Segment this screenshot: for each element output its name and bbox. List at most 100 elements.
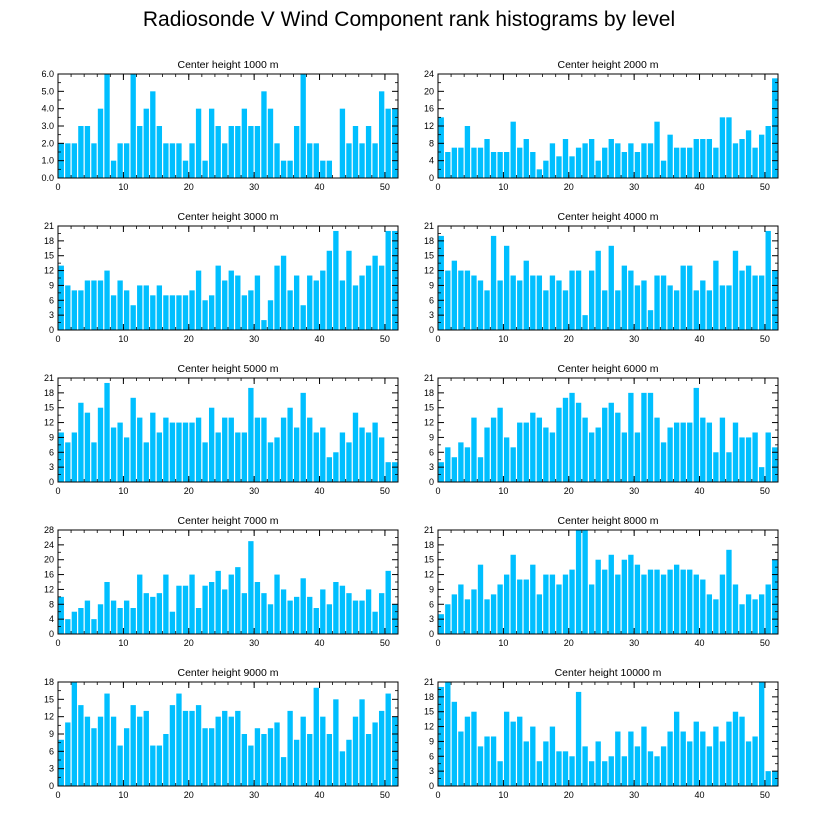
histogram-bar [130, 74, 136, 178]
y-tick-label: 12 [44, 584, 54, 594]
histogram-bar [274, 437, 280, 482]
histogram-bar [680, 569, 686, 634]
histogram-bar [543, 290, 549, 330]
histogram-bar [530, 726, 536, 786]
histogram-bar [549, 574, 556, 634]
histogram-bar [477, 564, 484, 634]
histogram-bar [549, 432, 556, 482]
histogram-bar [772, 559, 778, 634]
y-tick-label: 9 [49, 432, 54, 442]
histogram-bar [490, 417, 497, 482]
histogram-bar [752, 599, 758, 634]
histogram-bar [169, 611, 176, 634]
y-tick-label: 3 [49, 462, 54, 472]
histogram-bar [156, 432, 163, 482]
y-tick-label: 12 [44, 712, 54, 722]
histogram-bar [608, 245, 614, 330]
histogram-bar [307, 734, 313, 786]
histogram-bar [549, 275, 556, 330]
histogram-bar [445, 447, 451, 482]
x-tick-label: 40 [695, 334, 705, 344]
histogram-bar [732, 143, 739, 178]
histogram-bar [202, 728, 208, 786]
histogram-bar [700, 139, 706, 178]
histogram-bar [267, 604, 274, 634]
histogram-bar [615, 143, 621, 178]
histogram-bar [117, 745, 123, 786]
histogram-bar [517, 716, 523, 786]
histogram-bar [254, 126, 261, 178]
histogram-bar [117, 143, 123, 178]
histogram-bar [641, 574, 647, 634]
histogram-bar [562, 574, 569, 634]
histogram-bar [530, 152, 536, 178]
histogram-bar [169, 143, 176, 178]
histogram-bar [156, 285, 163, 330]
histogram-bar [687, 569, 693, 634]
histogram-bar [758, 594, 765, 634]
histogram-bar [510, 121, 516, 178]
y-tick-label: 9 [429, 584, 434, 594]
x-tick-label: 10 [118, 486, 128, 496]
histogram-bar [647, 310, 654, 330]
histogram-bar [189, 710, 195, 786]
histogram-bar [556, 407, 562, 482]
x-tick-label: 10 [498, 790, 508, 800]
histogram-bar [248, 541, 254, 634]
histogram-panel: Center height 9000 m 0 10 20 30 40 50 0 3 6 9 12 15 1… [44, 667, 399, 800]
histogram-bar [477, 280, 484, 330]
x-tick-label: 20 [564, 486, 574, 496]
histogram-bar [765, 771, 771, 786]
histogram-bar [451, 147, 458, 178]
histogram-bar [228, 270, 234, 330]
x-tick-label: 30 [249, 638, 259, 648]
histogram-bar [536, 417, 543, 482]
histogram-bar [569, 756, 575, 786]
histogram-bar [261, 91, 267, 178]
histogram-bar [745, 265, 752, 330]
histogram-bar [732, 250, 739, 330]
x-tick-label: 50 [760, 486, 770, 496]
histogram-bar [758, 682, 765, 786]
histogram-bar [293, 596, 300, 634]
histogram-bar [182, 295, 189, 330]
x-tick-label: 10 [498, 182, 508, 192]
histogram-bar [673, 422, 680, 482]
histogram-bar [523, 260, 529, 330]
histogram-bar [293, 126, 300, 178]
histogram-bar [287, 407, 293, 482]
histogram-bar [556, 751, 562, 786]
histogram-panel: Center height 7000 m 0 10 20 30 40 50 0 4 8 12 16 20… [44, 515, 399, 648]
histogram-bar [536, 761, 543, 786]
histogram-bar [202, 585, 208, 634]
histogram-bar [359, 275, 365, 330]
histogram-bar [634, 432, 641, 482]
histogram-bar [445, 270, 451, 330]
histogram-bar [169, 705, 176, 786]
x-tick-label: 0 [435, 486, 440, 496]
histogram-bar [58, 265, 64, 330]
histogram-bar [385, 570, 391, 634]
y-tick-label: 15 [44, 694, 54, 704]
histogram-bar [293, 739, 300, 786]
histogram-bar [189, 422, 195, 482]
histogram-bar [300, 578, 306, 634]
histogram-bar [150, 596, 156, 634]
histogram-bar [215, 432, 221, 482]
y-tick-label: 21 [424, 677, 434, 687]
histogram-bar [326, 160, 333, 178]
histogram-panel: Center height 10000 m 0 10 20 30 40 50 0 3 6 9 12 15… [424, 667, 779, 800]
histogram-bar [333, 452, 339, 482]
histogram-bar [693, 387, 699, 482]
histogram-bar [189, 143, 195, 178]
histogram-bar [97, 604, 104, 634]
histogram-bar [490, 594, 497, 634]
histogram-bar [719, 574, 726, 634]
histogram-bar [248, 745, 254, 786]
histogram-bar [582, 746, 588, 786]
histogram-bar [445, 152, 451, 178]
histogram-bar [556, 156, 562, 178]
x-tick-label: 40 [695, 638, 705, 648]
x-tick-label: 20 [184, 790, 194, 800]
histogram-bar [65, 285, 71, 330]
